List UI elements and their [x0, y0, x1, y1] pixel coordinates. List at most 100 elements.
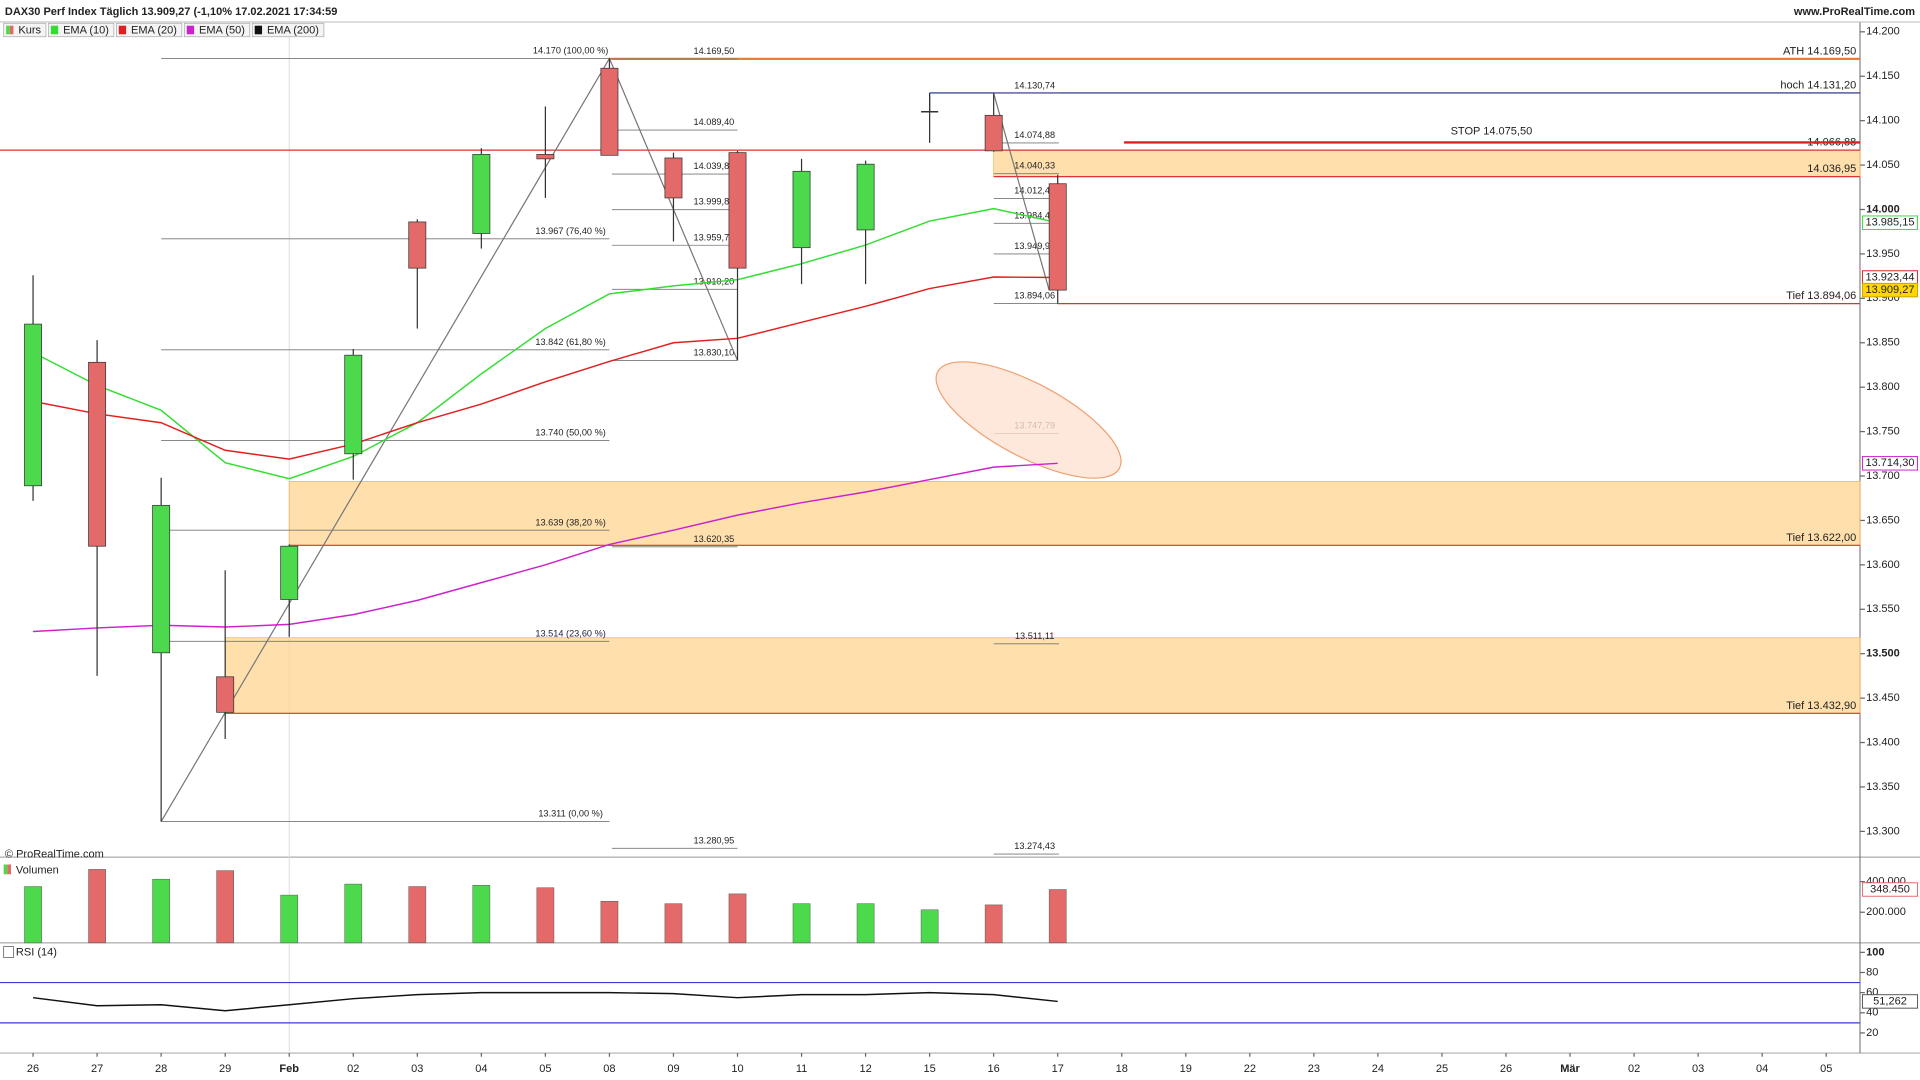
candle-body	[792, 170, 811, 249]
x-tick-label: Mär	[1560, 1063, 1580, 1075]
legend-swatch	[50, 25, 59, 35]
fib-label: 14.040,33	[1014, 161, 1055, 171]
last-value-box	[1861, 994, 1919, 1009]
y-tick-label: 100	[1866, 946, 1884, 958]
volume-bar	[1048, 889, 1067, 944]
fib-label: 14.170 (100,00 %)	[533, 46, 608, 56]
x-tick-label: 22	[1244, 1063, 1256, 1075]
fib-label: 14.089,40	[693, 117, 734, 127]
fib-label: 13.620,35	[693, 534, 734, 544]
y-tick-label: 13.600	[1866, 559, 1900, 571]
y-tick-label: 13.950	[1866, 248, 1900, 260]
candle-body	[472, 154, 491, 234]
x-tick-label: 16	[988, 1063, 1000, 1075]
fib-label: 13.280,95	[693, 835, 734, 845]
fib-label: 13.511,11	[1015, 631, 1054, 641]
y-tick-label: 13.450	[1866, 692, 1900, 704]
y-tick-label: 13.650	[1866, 514, 1900, 526]
x-tick-label: 15	[923, 1063, 935, 1075]
fib-label: 13.311 (0,00 %)	[538, 809, 603, 819]
support-zone	[224, 637, 1861, 714]
y-tick-label: 14.100	[1866, 115, 1900, 127]
x-tick-label: 02	[1628, 1063, 1640, 1075]
candle-body	[408, 221, 427, 269]
x-tick-label: 27	[91, 1063, 103, 1075]
x-tick-label: 10	[731, 1063, 743, 1075]
legend-box	[3, 22, 47, 38]
x-tick-label: 08	[603, 1063, 615, 1075]
x-tick-label: 04	[1756, 1063, 1768, 1075]
x-tick-label: 18	[1116, 1063, 1128, 1075]
x-tick-label: 23	[1308, 1063, 1320, 1075]
chart-title: DAX30 Perf Index Täglich 13.909,27 (-1,1…	[5, 6, 338, 18]
legend-label: EMA (50)	[199, 25, 245, 37]
level-label: ATH 14.169,50	[1783, 45, 1856, 57]
level-label: 14.036,95	[1807, 163, 1856, 175]
x-tick-label: 28	[155, 1063, 167, 1075]
candle-body	[344, 354, 363, 455]
rsi-line	[32, 991, 1058, 1012]
fib-label: 13.274,43	[1014, 841, 1055, 851]
x-tick-label: 03	[1692, 1063, 1704, 1075]
x-tick-label: Feb	[279, 1063, 299, 1075]
x-tick-label: 26	[1500, 1063, 1512, 1075]
fib-label: 13.514 (23,60 %)	[535, 628, 605, 638]
volume-bar	[216, 870, 234, 944]
y-tick-label: 14.050	[1866, 159, 1900, 171]
legend-swatch	[186, 25, 195, 35]
legend-box	[251, 22, 325, 38]
y-tick-label: 13.550	[1866, 603, 1900, 615]
legend-swatch	[6, 25, 10, 35]
last-value-label: 13.923,44	[1865, 271, 1914, 283]
last-value-box	[1861, 215, 1919, 230]
legend-label: EMA (200)	[267, 25, 319, 37]
candle-body	[24, 323, 42, 487]
x-tick-label: 25	[1436, 1063, 1448, 1075]
x-tick-label: 02	[347, 1063, 359, 1075]
candle-body	[152, 504, 171, 654]
fib-label: 14.012,40	[1014, 186, 1055, 196]
y-tick-label: 13.350	[1866, 781, 1900, 793]
last-value-label: 348.450	[1870, 883, 1910, 895]
fib-label: 13.830,10	[693, 348, 734, 358]
ema-line	[32, 276, 1058, 460]
pane-title: Volumen	[16, 865, 59, 877]
support-zone	[993, 149, 1861, 178]
volume-bar	[344, 883, 363, 944]
x-tick-label: 24	[1372, 1063, 1384, 1075]
candle-body	[728, 152, 747, 269]
y-tick-label: 200.000	[1866, 906, 1906, 918]
y-tick-label: 13.700	[1866, 470, 1900, 482]
volume-bar	[792, 903, 811, 944]
volume-bar	[664, 903, 683, 944]
y-tick-label: 14.150	[1866, 70, 1900, 82]
pane-icon	[7, 864, 12, 875]
ema-line	[32, 207, 1058, 480]
y-tick-label: 20	[1866, 1027, 1878, 1039]
x-tick-label: 09	[667, 1063, 679, 1075]
y-tick-label: 13.850	[1866, 337, 1900, 349]
legend-box	[183, 22, 251, 38]
volume-bar	[152, 878, 170, 944]
level-label: hoch 14.131,20	[1780, 79, 1856, 91]
fib-label: 14.169,50	[693, 46, 734, 56]
last-value-label: 13.909,27	[1865, 284, 1914, 296]
source: www.ProRealTime.com	[1793, 6, 1915, 18]
stop-label: STOP 14.075,50	[1451, 125, 1533, 137]
highlight-ellipse	[935, 361, 1122, 479]
copyright: © ProRealTime.com	[5, 849, 104, 861]
x-tick-label: 12	[859, 1063, 871, 1075]
last-value-label: 51,262	[1873, 995, 1907, 1007]
support-zone	[288, 480, 1861, 546]
x-tick-label: 05	[1820, 1063, 1832, 1075]
pane-icon	[3, 946, 14, 958]
x-tick-label: 04	[475, 1063, 487, 1075]
y-tick-label: 13.750	[1866, 426, 1900, 438]
level-label: Tief 13.894,06	[1786, 290, 1856, 302]
legend-swatch	[9, 25, 14, 35]
fib-label: 14.130,74	[1014, 80, 1055, 90]
legend-swatch	[118, 25, 127, 35]
y-tick-label: 14.200	[1866, 26, 1900, 38]
fib-label: 14.039,86	[693, 161, 734, 171]
